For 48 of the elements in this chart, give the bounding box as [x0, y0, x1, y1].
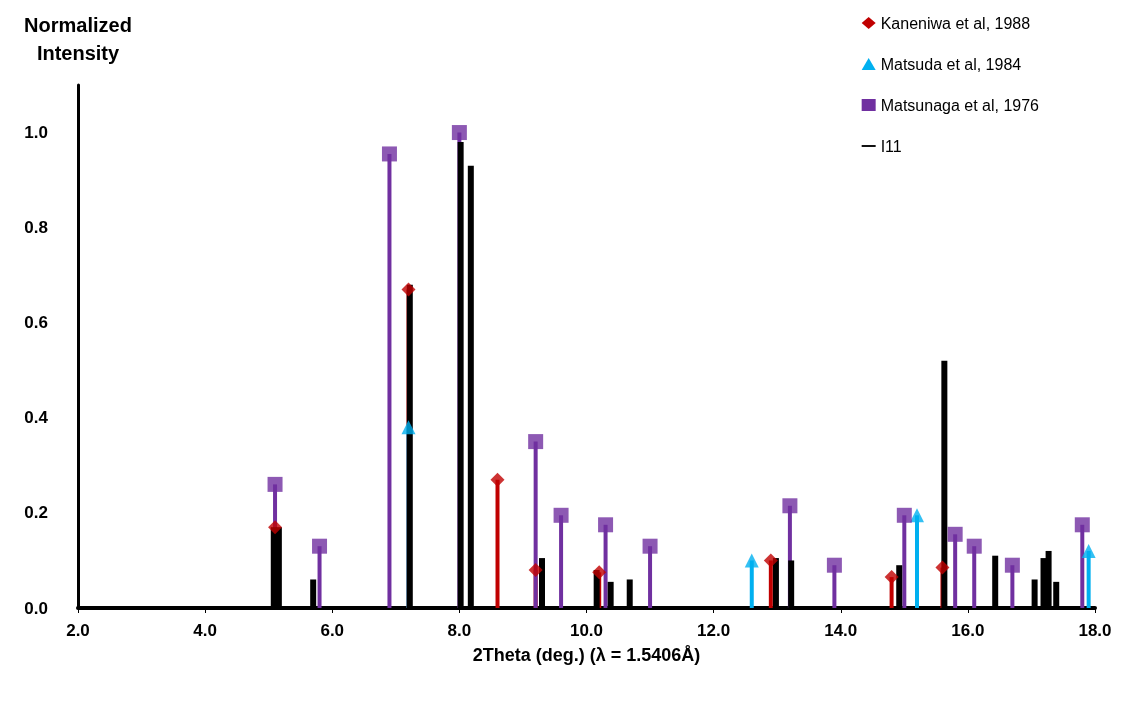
y-axis-title: Normalized Intensity [24, 14, 132, 64]
point [910, 508, 925, 523]
x-axis-title: 2Theta (deg.) (λ = 1.5406Å) [472, 645, 701, 665]
point [592, 565, 607, 580]
point [490, 472, 505, 487]
point [884, 570, 899, 585]
y-tick-label: 0.0 [24, 598, 48, 618]
y-tick-label: 0.8 [24, 218, 48, 238]
point [947, 526, 963, 542]
x-tick-label: 16.0 [951, 621, 985, 640]
point [1074, 517, 1090, 533]
legend-label: Matsunaga et al, 1976 [880, 96, 1040, 114]
point [744, 553, 759, 568]
point [381, 146, 397, 162]
point [826, 557, 842, 573]
point [1081, 543, 1096, 558]
point [267, 476, 283, 492]
point [401, 282, 416, 297]
y-tick-label: 0.4 [24, 408, 49, 428]
point [451, 125, 467, 141]
legend-label: Matsuda et al, 1984 [880, 55, 1022, 73]
x-tick-label: 14.0 [824, 621, 858, 640]
point [553, 507, 569, 523]
point [598, 517, 614, 533]
point [401, 420, 416, 435]
point [896, 507, 912, 523]
x-tick-label: 2.0 [66, 621, 90, 640]
point [1004, 557, 1020, 573]
point [642, 538, 658, 554]
x-tick-label: 8.0 [447, 621, 472, 640]
x-tick-label: 12.0 [697, 621, 731, 640]
point [528, 434, 544, 450]
point [966, 538, 982, 554]
y-tick-label: 0.2 [24, 503, 48, 523]
x-tick-label: 6.0 [320, 621, 345, 640]
point [763, 553, 778, 568]
legend-label: I11 [880, 137, 902, 155]
point [528, 562, 543, 577]
y-tick-label: 0.6 [24, 313, 48, 333]
point [782, 498, 798, 514]
y-tick-label: 1.0 [24, 123, 48, 143]
point [935, 560, 950, 575]
x-tick-label: 18.0 [1078, 621, 1112, 640]
x-tick-label: 10.0 [569, 621, 604, 640]
point [268, 520, 283, 535]
legend-label: Kaneniwa et al, 1988 [880, 14, 1031, 32]
point [312, 538, 328, 554]
x-tick-label: 4.0 [193, 621, 217, 640]
